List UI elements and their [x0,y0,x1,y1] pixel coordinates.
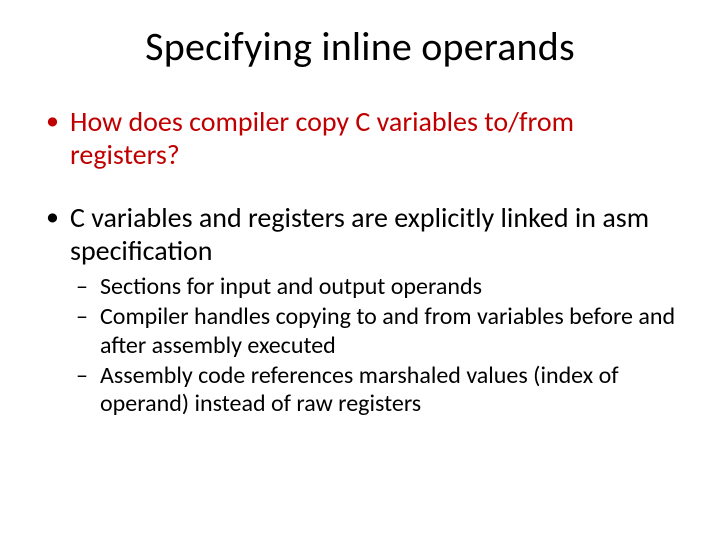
sub-bullet-list: Sections for input and output operands C… [70,273,680,419]
sub-bullet-text: Assembly code references marshaled value… [100,361,619,418]
slide: Specifying inline operands How does comp… [0,0,720,540]
sub-bullet-text: Compiler handles copying to and from var… [100,302,675,359]
bullet-item: C variables and registers are explicitly… [40,201,680,419]
bullet-text: C variables and registers are explicitly… [70,200,649,268]
bullet-text: How does compiler copy C variables to/fr… [70,104,574,172]
sub-bullet-item: Assembly code references marshaled value… [70,362,680,419]
sub-bullet-item: Compiler handles copying to and from var… [70,303,680,360]
sub-bullet-item: Sections for input and output operands [70,273,680,301]
bullet-item: How does compiler copy C variables to/fr… [40,105,680,171]
slide-title: Specifying inline operands [40,22,680,71]
bullet-list: How does compiler copy C variables to/fr… [40,105,680,419]
sub-bullet-text: Sections for input and output operands [100,272,482,301]
